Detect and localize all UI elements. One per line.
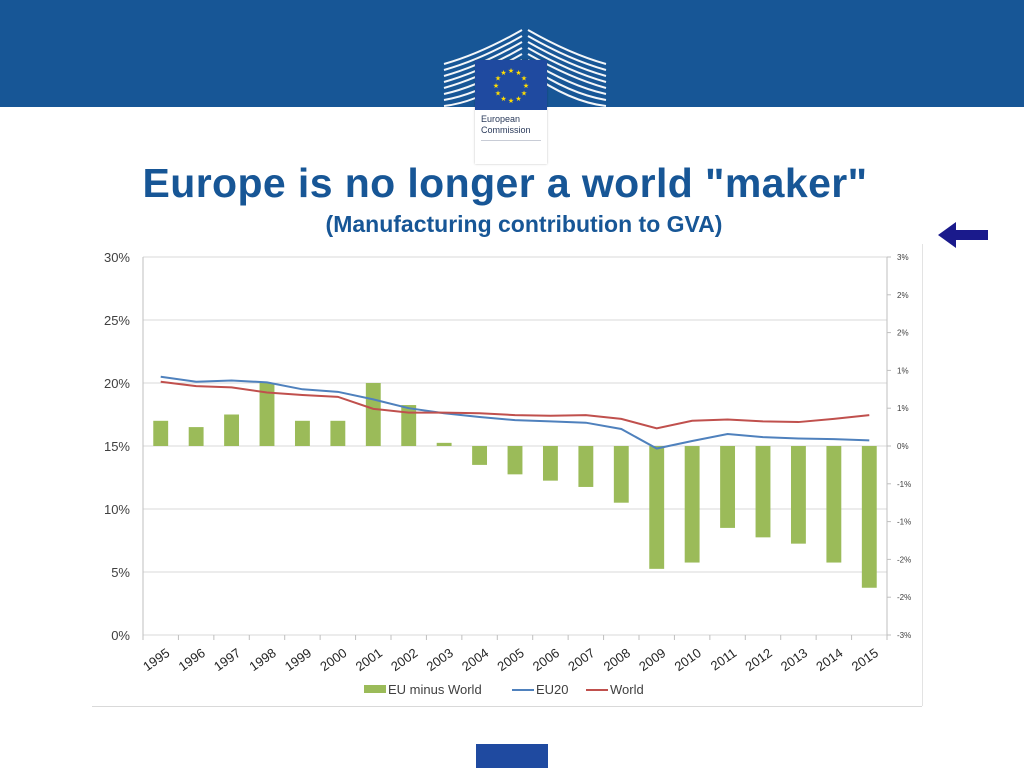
logo-card: ★ ★ ★ ★ ★ ★ ★ ★ ★ ★ ★ ★ European Commission (475, 60, 547, 164)
bar-eu-minus-world-2003 (436, 442, 452, 446)
x-axis-tick-label: 1995 (140, 645, 172, 674)
bar-eu-minus-world-2004 (472, 446, 488, 465)
eu-star-icon: ★ (515, 69, 521, 77)
eu-star-icon: ★ (521, 90, 527, 98)
bar-eu-minus-world-1999 (294, 420, 310, 446)
eu-star-icon: ★ (523, 82, 529, 90)
x-axis-tick-label: 2001 (353, 645, 385, 674)
x-axis-tick-label: 2005 (494, 645, 526, 674)
x-axis-tick-label: 2015 (849, 645, 881, 674)
page-title: Europe is no longer a world "maker" (142, 160, 868, 206)
footer-flag-tab (476, 744, 548, 768)
bar-eu-minus-world-2014 (826, 446, 842, 563)
x-axis-tick-label: 2014 (813, 645, 845, 674)
logo-building-stripes (443, 29, 607, 107)
bar-eu-minus-world-1996 (188, 427, 204, 446)
bar-eu-minus-world-2012 (755, 446, 771, 538)
bar-eu-minus-world-2007 (578, 446, 594, 487)
x-axis-tick-label: 2012 (742, 645, 774, 674)
x-axis-tick-label: 2011 (708, 645, 740, 673)
eu-star-icon: ★ (493, 82, 499, 90)
chart-frame-edge (922, 244, 923, 706)
eu-star-icon: ★ (500, 69, 506, 77)
right-axis-tick-label: -3% (897, 631, 911, 640)
eu-star-icon: ★ (500, 95, 506, 103)
bar-eu-minus-world-2009 (649, 446, 665, 569)
logo-wordmark: European Commission (481, 114, 531, 135)
left-axis-tick-label: 20% (104, 376, 130, 391)
bar-eu-minus-world-1998 (259, 383, 275, 446)
eu-star-icon: ★ (495, 75, 501, 83)
left-axis-tick-label: 25% (104, 313, 130, 328)
eu-star-icon: ★ (521, 75, 527, 83)
bar-eu-minus-world-1995 (153, 420, 169, 446)
bar-eu-minus-world-2002 (401, 405, 417, 446)
bar-eu-minus-world-2008 (613, 446, 629, 503)
line-world (160, 380, 870, 430)
right-axis-tick-label: 1% (897, 404, 909, 413)
bar-eu-minus-world-2011 (720, 446, 736, 528)
bar-eu-minus-world-2000 (330, 420, 346, 446)
left-axis-tick-label: 15% (104, 439, 130, 454)
right-axis-tick-label: 2% (897, 329, 909, 338)
page-subtitle: (Manufacturing contribution to GVA) (325, 211, 723, 237)
right-axis-tick-label: -2% (897, 593, 911, 602)
back-arrow-icon[interactable] (938, 221, 988, 249)
x-axis-tick-label: 2006 (530, 645, 562, 674)
bar-eu-minus-world-2010 (684, 446, 700, 563)
right-axis-tick-label: -1% (897, 480, 911, 489)
bar-eu-minus-world-2006 (542, 446, 558, 481)
x-axis-tick-label: 2000 (317, 645, 349, 674)
chart: 0% 5% 10% 15% 20% 25% 30% 3% 2% 2% 1% 1% 0% -1% -1% -2%… (86, 244, 924, 707)
x-axis-tick-label: 2003 (424, 645, 456, 674)
x-axis-tick-label: 2007 (565, 645, 597, 674)
left-axis-tick-label: 0% (111, 628, 130, 643)
eu-star-icon: ★ (508, 97, 514, 105)
x-axis-tick-label: 2008 (601, 645, 633, 674)
line-eu20 (160, 375, 870, 450)
chart-frame-bottom (92, 706, 922, 707)
right-axis-tick-label: -2% (897, 555, 911, 564)
right-axis-tick-label: 2% (897, 291, 909, 300)
x-axis-tick-label: 2009 (636, 645, 668, 674)
x-axis-tick-label: 2004 (459, 645, 491, 674)
x-axis-tick-label: 1996 (176, 645, 208, 674)
x-axis-tick-label: 2013 (778, 645, 810, 674)
left-axis-tick-label: 5% (111, 565, 130, 580)
legend-label: World (610, 682, 644, 697)
left-axis-tick-label: 30% (104, 250, 130, 265)
eu-star-icon: ★ (515, 95, 521, 103)
european-commission-logo: ★ ★ ★ ★ ★ ★ ★ ★ ★ ★ ★ ★ European Commission (440, 24, 610, 164)
legend-label: EU minus World (388, 682, 482, 697)
right-axis-tick-label: 3% (897, 253, 909, 262)
bar-eu-minus-world-1997 (224, 414, 240, 446)
legend-label: EU20 (536, 682, 569, 697)
right-axis-tick-label: 0% (897, 442, 909, 451)
x-axis-tick-label: 1999 (282, 645, 314, 674)
bar-eu-minus-world-2005 (507, 446, 523, 475)
eu-flag-icon: ★ ★ ★ ★ ★ ★ ★ ★ ★ ★ ★ ★ (475, 60, 547, 110)
right-axis-tick-label: -1% (897, 518, 911, 527)
eu-star-icon: ★ (508, 67, 514, 75)
x-axis-tick-label: 1998 (246, 645, 278, 674)
x-axis-tick-label: 1997 (211, 645, 243, 674)
bar-eu-minus-world-2001 (365, 383, 381, 446)
right-axis-tick-label: 1% (897, 366, 909, 375)
legend-swatch-eu-minus-world (364, 685, 386, 693)
bar-eu-minus-world-2015 (861, 446, 877, 588)
x-axis-tick-label: 2002 (388, 645, 420, 674)
chart-svg: 0% 5% 10% 15% 20% 25% 30% 3% 2% 2% 1% 1% 0% -1% -1% -2%… (104, 250, 911, 697)
bar-eu-minus-world-2013 (790, 446, 806, 544)
x-axis-tick-label: 2010 (672, 645, 704, 674)
logo-divider (481, 140, 541, 141)
left-axis-tick-label: 10% (104, 502, 130, 517)
eu-star-icon: ★ (495, 90, 501, 98)
